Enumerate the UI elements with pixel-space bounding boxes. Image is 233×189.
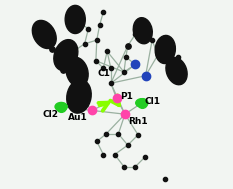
Ellipse shape [155, 35, 175, 64]
Text: Au1: Au1 [68, 113, 87, 122]
Ellipse shape [67, 80, 91, 113]
Text: Cl2: Cl2 [42, 110, 58, 119]
Ellipse shape [133, 18, 152, 44]
Text: Cl1: Cl1 [145, 97, 161, 106]
Ellipse shape [136, 99, 148, 107]
Ellipse shape [54, 40, 78, 70]
Ellipse shape [65, 5, 85, 33]
Text: P1: P1 [120, 92, 133, 101]
Ellipse shape [55, 102, 67, 111]
Text: Rh1: Rh1 [128, 117, 147, 126]
Ellipse shape [66, 57, 88, 87]
Text: C1: C1 [97, 69, 110, 78]
Ellipse shape [32, 20, 56, 49]
Ellipse shape [166, 57, 187, 85]
